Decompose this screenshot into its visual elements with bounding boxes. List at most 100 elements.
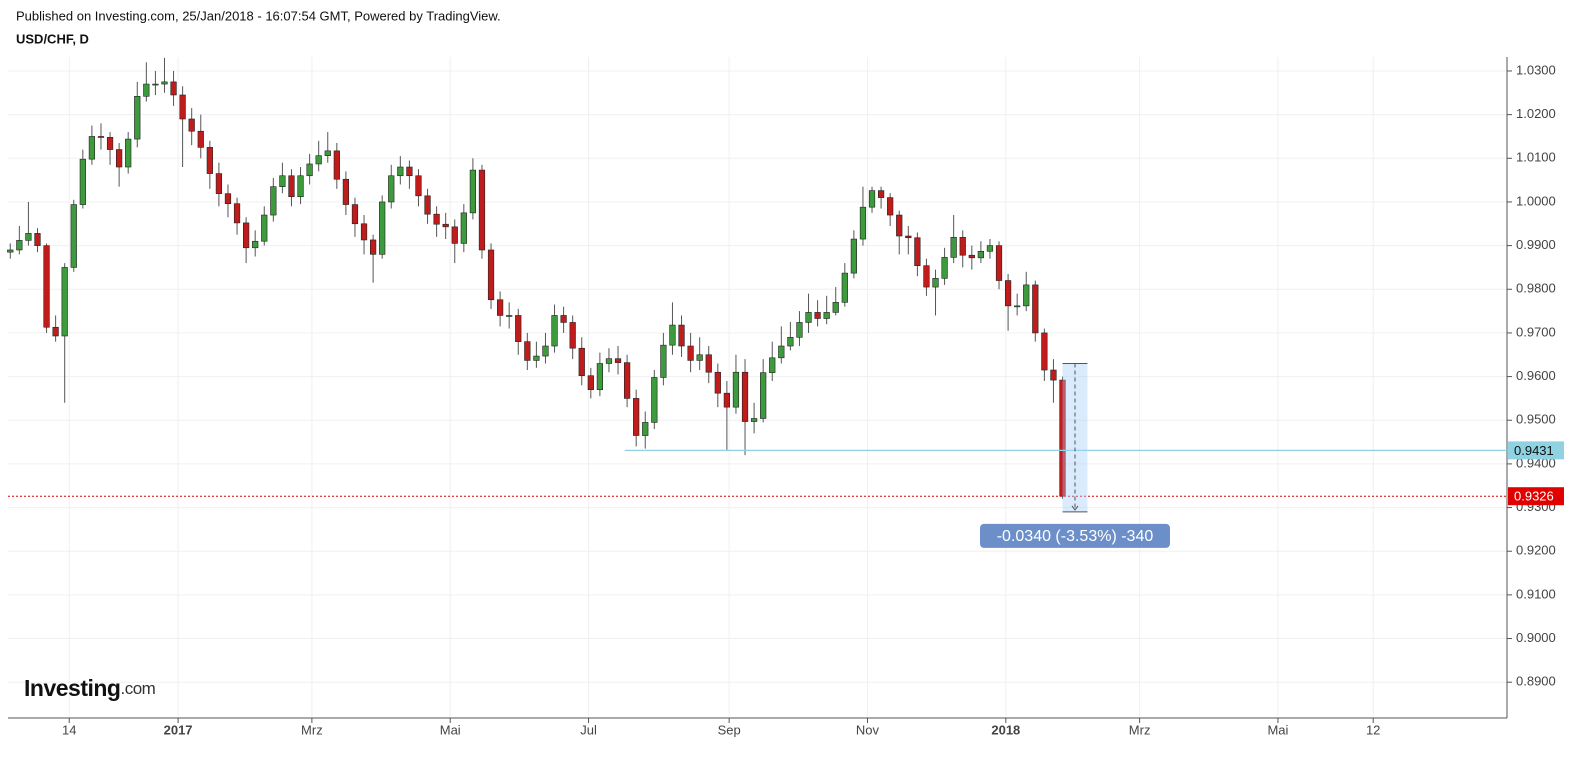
candle-body [732, 371, 740, 408]
candle-body [179, 94, 186, 120]
candle-body [796, 322, 803, 338]
candle-body [515, 315, 522, 342]
candle-body [360, 223, 368, 241]
candle-body [16, 240, 23, 251]
candle-body [868, 190, 876, 208]
candle-body [578, 347, 585, 377]
x-tick-label: Nov [856, 722, 880, 737]
candle-body [1014, 305, 1021, 308]
candle-body [977, 250, 984, 259]
candle-body [224, 193, 232, 204]
measure-label-box [979, 523, 1170, 548]
candle-body [106, 137, 114, 150]
candle-body [388, 175, 395, 203]
candle-body [887, 197, 894, 216]
y-tick-label: 0.9600 [1516, 368, 1556, 383]
candle-body [143, 83, 150, 97]
candle-body [460, 212, 467, 244]
candle-body [569, 322, 576, 349]
candle-body [633, 398, 640, 436]
candle-body [379, 201, 386, 255]
candle-body [1004, 280, 1012, 307]
y-tick-label: 0.9000 [1516, 630, 1556, 645]
candle-body [478, 169, 486, 251]
candle-body [551, 315, 558, 347]
x-tick-label: Jul [580, 722, 597, 737]
x-tick-label: 2017 [164, 722, 193, 737]
candle-body [116, 149, 123, 168]
y-tick-label: 0.9900 [1516, 237, 1556, 252]
x-tick-label: Mrz [301, 722, 323, 737]
candle-body [805, 312, 812, 323]
candle-body [1032, 284, 1039, 334]
candle-body [669, 324, 676, 346]
candle-body [760, 372, 767, 419]
candle-body [741, 371, 749, 422]
candle-body [596, 363, 604, 390]
candle-body [859, 206, 867, 240]
x-tick-label: 14 [62, 722, 76, 737]
level-label-box [1508, 441, 1564, 460]
y-tick-label: 0.9500 [1516, 412, 1556, 427]
candle-body [252, 240, 259, 249]
candle-body [814, 312, 821, 319]
candle-body [43, 245, 50, 328]
x-tick-label: Mai [1267, 722, 1288, 737]
candle-body [678, 324, 685, 347]
y-tick-label: 1.0100 [1516, 150, 1556, 165]
candle-body [1050, 369, 1057, 381]
candle-body [850, 238, 857, 274]
candle-body [342, 178, 350, 205]
candle-body [750, 418, 758, 422]
y-tick-label: 0.8900 [1516, 674, 1556, 689]
last-price-label: 0.9326 [1514, 489, 1554, 504]
y-tick-label: 1.0200 [1516, 106, 1556, 121]
candle-body [496, 299, 504, 316]
logo-name: Investing [24, 675, 120, 701]
candle-body [97, 136, 105, 138]
candle-body [1059, 379, 1066, 497]
candle-body [923, 265, 930, 288]
candle-body [288, 175, 295, 198]
candle-body [932, 278, 939, 288]
candle-body [206, 147, 213, 174]
candle-body [623, 362, 631, 399]
candle-body [88, 136, 96, 160]
candle-body [787, 336, 794, 347]
candle-body [660, 344, 667, 378]
candle-body [79, 158, 86, 205]
candle-body [714, 371, 721, 394]
candle-body [524, 341, 531, 361]
chart-subtitle: Published on Investing.com, 25/Jan/2018 … [16, 8, 501, 23]
candle-body [243, 222, 250, 249]
candle-body [333, 150, 340, 180]
candle-body [487, 249, 495, 301]
x-tick-label: Mai [440, 722, 461, 737]
candle-body [542, 345, 549, 357]
logo: Investing.com [24, 675, 156, 701]
candle-body [415, 175, 422, 197]
candle-body [324, 150, 331, 156]
x-tick-label: 2018 [991, 722, 1020, 737]
candle-body [723, 392, 730, 408]
candle-body [152, 83, 159, 86]
candle-body [605, 358, 613, 364]
candle-body [905, 235, 912, 239]
candle-body [696, 354, 703, 361]
candle-body [233, 203, 241, 224]
candle-body [959, 237, 966, 256]
candle-body [451, 226, 458, 244]
candle-body [705, 354, 712, 373]
candle-body [424, 195, 431, 215]
y-tick-label: 1.0000 [1516, 193, 1556, 208]
candle-body [315, 155, 322, 165]
candle-body [134, 95, 141, 140]
chart-title: USD/CHF, D [16, 31, 89, 46]
measure-arrowhead [1071, 505, 1079, 511]
candle-body [215, 173, 223, 194]
y-tick-label: 0.9800 [1516, 281, 1556, 296]
candle-body [778, 345, 785, 359]
candle-body [506, 315, 513, 317]
measure-label: -0.0340 (-3.53%) -340 [997, 528, 1154, 545]
candle-body [841, 272, 848, 303]
